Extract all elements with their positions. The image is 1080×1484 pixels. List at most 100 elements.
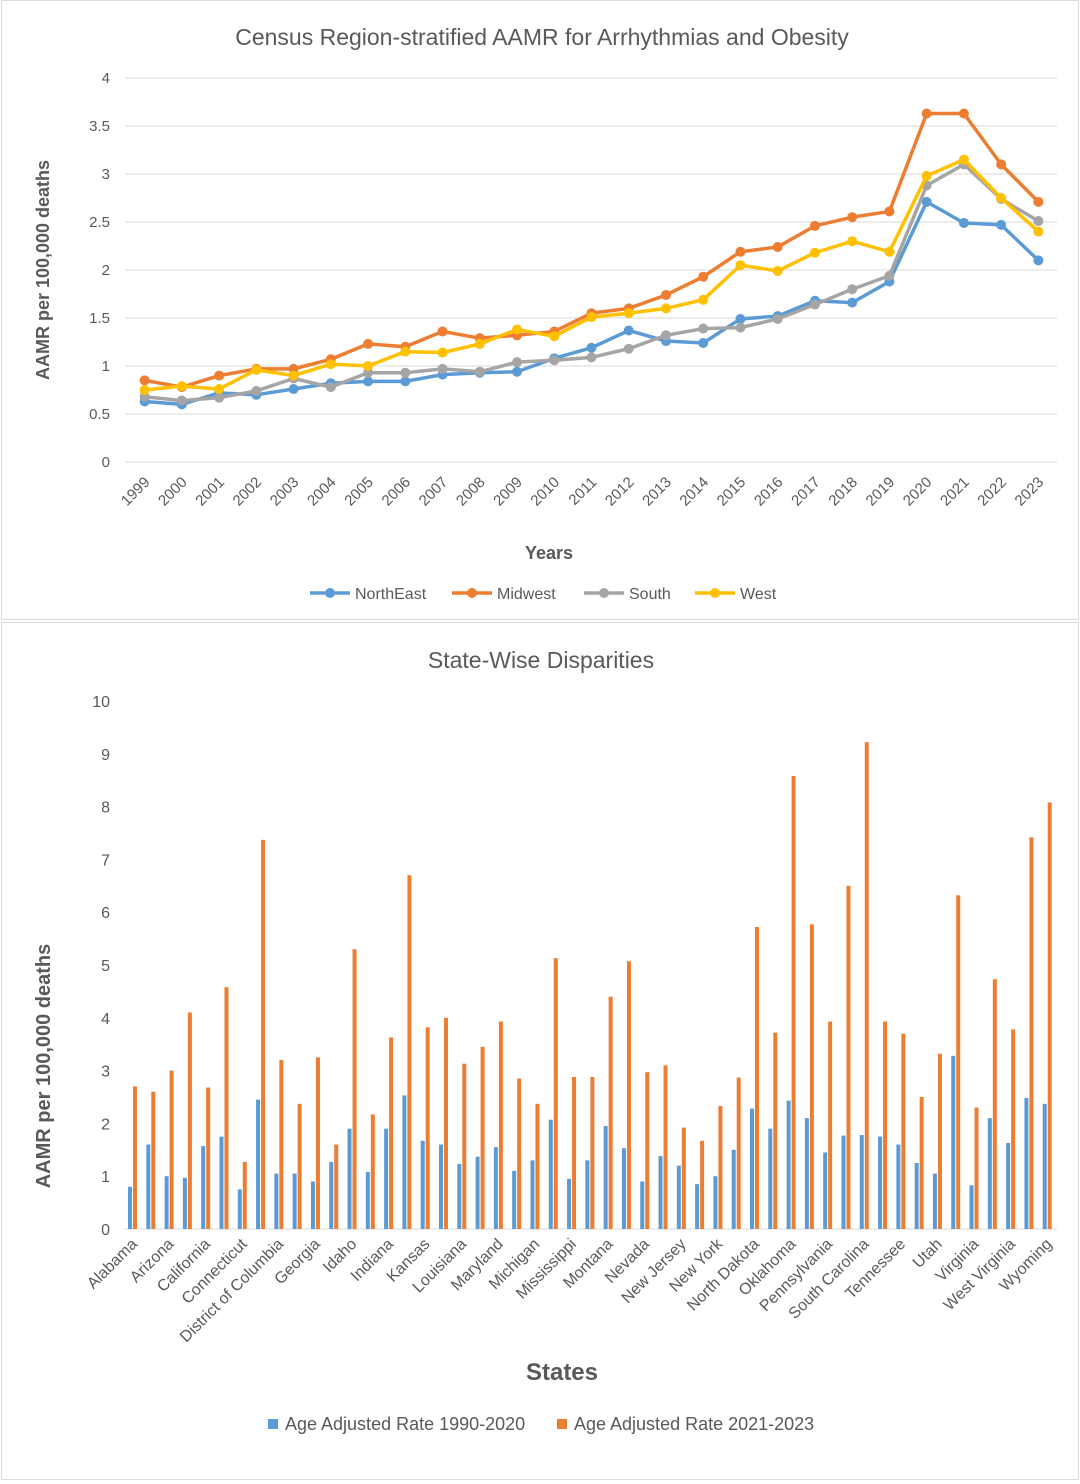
data-point-west — [772, 265, 783, 276]
bar-2021-2023 — [901, 1033, 906, 1229]
bar-2021-2023 — [480, 1046, 485, 1229]
bar-1990-2020 — [1006, 1142, 1011, 1229]
bar-2021-2023 — [773, 1032, 778, 1229]
bar-2021-2023 — [151, 1091, 156, 1229]
bar-2021-2023 — [700, 1140, 705, 1229]
data-point-south — [512, 357, 523, 368]
bar-1990-2020 — [439, 1144, 443, 1229]
x-tick-label: 2004 — [304, 474, 340, 510]
bar-2021-2023 — [462, 1063, 467, 1229]
bar-1990-2020 — [823, 1152, 828, 1229]
bar-1990-2020 — [658, 1156, 663, 1229]
x-tick-label: 2022 — [974, 474, 1010, 510]
bar-2021-2023 — [535, 1103, 540, 1229]
bar-1990-2020 — [146, 1144, 151, 1229]
x-tick-label: 2019 — [863, 474, 899, 510]
series-line-south — [144, 162, 1040, 403]
bar-1990-2020 — [530, 1160, 535, 1229]
y-tick-label: 6 — [101, 905, 110, 922]
x-tick-label: 2008 — [453, 474, 489, 510]
data-point-northeast — [400, 376, 411, 387]
bar-1990-2020 — [1024, 1098, 1029, 1229]
bar-1990-2020 — [695, 1184, 700, 1229]
x-tick-label: 2002 — [230, 474, 266, 510]
data-point-west — [139, 385, 150, 395]
data-point-northeast — [698, 337, 709, 348]
data-point-midwest — [772, 241, 783, 252]
data-point-midwest — [847, 212, 858, 223]
legend-label: Age Adjusted Rate 1990-2020 — [285, 1414, 525, 1434]
data-point-west — [847, 236, 858, 247]
bar-2021-2023 — [846, 885, 851, 1229]
bar-2021-2023 — [169, 1070, 174, 1229]
legend-swatch — [557, 1419, 567, 1429]
y-tick-label: 5 — [101, 958, 110, 975]
bar-2021-2023 — [974, 1107, 979, 1229]
legend-marker — [467, 588, 477, 598]
bar-2021-2023 — [864, 742, 869, 1229]
legend-label: Age Adjusted Rate 2021-2023 — [574, 1414, 814, 1434]
legend-label: South — [629, 586, 671, 603]
bar-1990-2020 — [347, 1128, 352, 1229]
data-point-south — [474, 366, 485, 377]
bar-2021-2023 — [315, 1057, 320, 1229]
bar-1990-2020 — [475, 1156, 480, 1229]
data-point-midwest — [996, 159, 1007, 170]
y-axis-title: AAMR per 100,000 deaths — [33, 944, 55, 1189]
bar-2021-2023 — [937, 1053, 942, 1229]
x-tick-label: 2010 — [527, 474, 563, 510]
bar-1990-2020 — [457, 1164, 462, 1229]
bar-2021-2023 — [736, 1077, 741, 1229]
y-tick-label: 1 — [102, 358, 110, 375]
data-point-south — [884, 270, 895, 281]
bar-1990-2020 — [676, 1165, 681, 1229]
bar-1990-2020 — [548, 1119, 553, 1229]
data-point-midwest — [214, 370, 225, 381]
bar-2021-2023 — [883, 1021, 888, 1229]
bar-1990-2020 — [585, 1160, 590, 1229]
y-tick-label: 7 — [101, 852, 110, 869]
data-point-midwest — [809, 220, 820, 231]
bar-2021-2023 — [681, 1127, 686, 1229]
data-point-west — [512, 324, 523, 335]
y-tick-label: 0 — [101, 1222, 110, 1239]
bar-1990-2020 — [256, 1099, 261, 1229]
bar-2021-2023 — [1011, 1029, 1016, 1229]
data-point-midwest — [735, 246, 746, 257]
data-point-west — [809, 247, 820, 258]
data-point-west — [437, 347, 448, 358]
legend-marker — [710, 588, 720, 598]
bar-1990-2020 — [932, 1173, 937, 1229]
data-point-south — [735, 322, 746, 333]
bar-1990-2020 — [164, 1176, 169, 1229]
data-point-south — [698, 323, 709, 334]
bar-2021-2023 — [755, 926, 759, 1229]
bar-1990-2020 — [1042, 1103, 1047, 1229]
bar-1990-2020 — [128, 1186, 132, 1229]
data-point-west — [921, 170, 932, 181]
bar-2021-2023 — [425, 1027, 430, 1229]
bar-1990-2020 — [219, 1136, 224, 1229]
bar-2021-2023 — [297, 1103, 302, 1229]
data-point-west — [660, 303, 671, 314]
bar-1990-2020 — [512, 1170, 517, 1229]
y-tick-label: 2.5 — [89, 214, 110, 231]
data-point-south — [325, 382, 336, 393]
data-point-west — [884, 246, 895, 257]
y-tick-label: 1.5 — [89, 310, 110, 327]
bar-2021-2023 — [242, 1161, 247, 1229]
bar-2021-2023 — [517, 1078, 522, 1229]
bar-1990-2020 — [786, 1100, 791, 1229]
legend-marker — [599, 588, 609, 598]
x-tick-label: 2011 — [565, 474, 600, 509]
data-point-south — [251, 385, 262, 396]
data-point-northeast — [288, 384, 299, 395]
y-tick-label: 0 — [102, 454, 110, 471]
bar-1990-2020 — [329, 1161, 334, 1229]
data-point-west — [363, 361, 374, 371]
bar-chart-panel: State-Wise Disparities 0 1 2 3 4 5 6 7 8 9 10 Alabam… — [1, 622, 1079, 1480]
y-tick-label: 4 — [101, 1011, 110, 1028]
bar-2021-2023 — [334, 1144, 339, 1229]
x-tick-label: 2009 — [490, 474, 526, 510]
bar-1990-2020 — [182, 1177, 187, 1229]
